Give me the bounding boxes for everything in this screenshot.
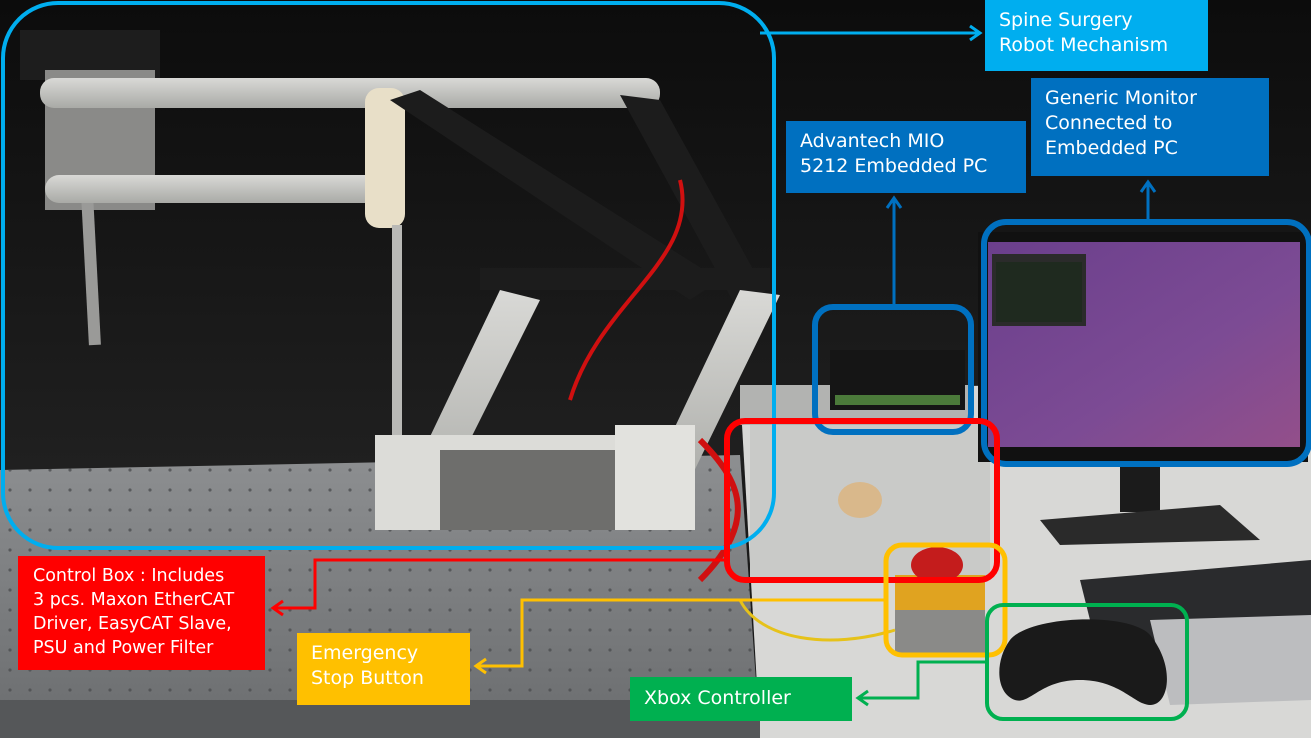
estop-arrow bbox=[473, 598, 886, 675]
xbox-controller-label: Xbox Controller bbox=[630, 677, 852, 721]
estop-cable bbox=[738, 599, 896, 642]
robot-mechanism bbox=[20, 30, 780, 583]
monitor-arrow bbox=[1139, 179, 1157, 222]
embedded-pc bbox=[830, 350, 965, 410]
spine-arrow bbox=[760, 24, 983, 42]
monitor-label: Generic Monitor Connected to Embedded PC bbox=[1031, 78, 1269, 176]
control-box-arrow bbox=[270, 558, 727, 617]
xbox-controller bbox=[999, 619, 1167, 705]
emergency-stop-label: Emergency Stop Button bbox=[297, 633, 470, 705]
mouse-pad bbox=[1150, 615, 1311, 705]
advantech-pc-label: Advantech MIO 5212 Embedded PC bbox=[786, 121, 1026, 193]
xbox-arrow bbox=[855, 660, 987, 707]
spine-highlight-box bbox=[1, 1, 776, 550]
control-box-highlight-box bbox=[724, 418, 1000, 583]
monitor bbox=[978, 232, 1308, 545]
spine-robot-label: Spine Surgery Robot Mechanism bbox=[985, 0, 1208, 71]
control-box-label: Control Box : Includes 3 pcs. Maxon Ethe… bbox=[18, 556, 265, 670]
emergency-stop-button bbox=[895, 547, 985, 655]
advantech-arrow bbox=[885, 195, 903, 307]
control-box-glare bbox=[838, 482, 882, 518]
